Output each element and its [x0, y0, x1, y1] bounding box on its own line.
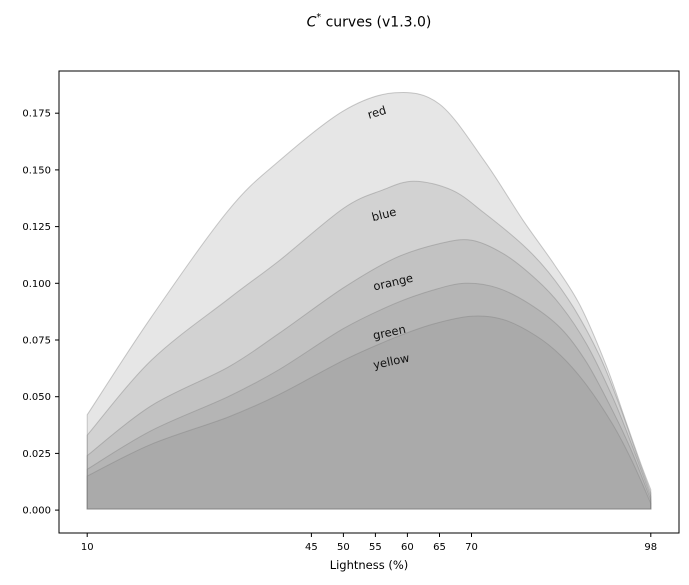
- area-orange: [86, 239, 652, 510]
- y-tick-label: 0.000: [22, 506, 51, 517]
- title-text: curves (v1.3.0): [321, 14, 432, 31]
- y-tick-label: 0.075: [22, 336, 51, 347]
- series-label-red: red: [366, 103, 388, 122]
- x-tick-label: 70: [465, 542, 478, 553]
- x-axis-label: Lightness (%): [329, 558, 409, 572]
- x-tick-label: 10: [81, 542, 94, 553]
- x-tick-label: 50: [337, 542, 350, 553]
- area-yellow: [86, 315, 652, 510]
- y-tick-label: 0.050: [22, 392, 51, 403]
- chart-title: C* curves (v1.3.0): [59, 12, 679, 31]
- series-label-blue: blue: [370, 205, 398, 225]
- area-green: [86, 282, 652, 510]
- y-tick-label: 0.150: [22, 165, 51, 176]
- x-tick-label: 55: [369, 542, 382, 553]
- y-tick-label: 0.125: [22, 222, 51, 233]
- title-superscript: *: [316, 12, 322, 23]
- x-tick-label: 60: [401, 542, 414, 553]
- plot-frame: [58, 70, 680, 534]
- y-tick-label: 0.025: [22, 449, 51, 460]
- x-tick-label: 45: [305, 542, 318, 553]
- x-tick-label: 98: [644, 542, 657, 553]
- y-tick-label: 0.175: [22, 109, 51, 120]
- series-label-green: green: [372, 322, 407, 343]
- area-blue: [86, 180, 652, 510]
- y-tick-label: 0.100: [22, 279, 51, 290]
- x-tick-label: 65: [433, 542, 446, 553]
- title-math-c: C: [306, 14, 317, 31]
- area-red: [86, 91, 652, 510]
